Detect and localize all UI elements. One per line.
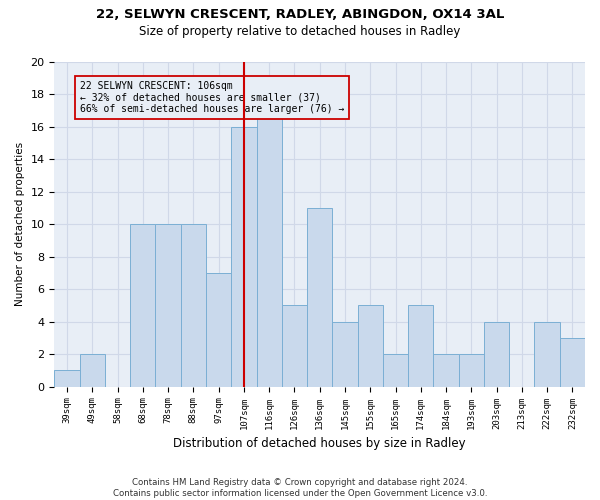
Text: Size of property relative to detached houses in Radley: Size of property relative to detached ho… bbox=[139, 25, 461, 38]
Bar bbox=[55, 370, 80, 386]
Text: 22, SELWYN CRESCENT, RADLEY, ABINGDON, OX14 3AL: 22, SELWYN CRESCENT, RADLEY, ABINGDON, O… bbox=[96, 8, 504, 20]
Bar bbox=[332, 322, 358, 386]
Bar bbox=[484, 322, 509, 386]
Y-axis label: Number of detached properties: Number of detached properties bbox=[15, 142, 25, 306]
Bar bbox=[206, 273, 231, 386]
X-axis label: Distribution of detached houses by size in Radley: Distribution of detached houses by size … bbox=[173, 437, 466, 450]
Bar bbox=[307, 208, 332, 386]
Bar bbox=[80, 354, 105, 386]
Bar bbox=[282, 306, 307, 386]
Bar bbox=[231, 126, 257, 386]
Bar bbox=[383, 354, 408, 386]
Bar bbox=[560, 338, 585, 386]
Text: Contains HM Land Registry data © Crown copyright and database right 2024.
Contai: Contains HM Land Registry data © Crown c… bbox=[113, 478, 487, 498]
Bar bbox=[181, 224, 206, 386]
Bar bbox=[358, 306, 383, 386]
Text: 22 SELWYN CRESCENT: 106sqm
← 32% of detached houses are smaller (37)
66% of semi: 22 SELWYN CRESCENT: 106sqm ← 32% of deta… bbox=[80, 81, 344, 114]
Bar bbox=[433, 354, 458, 386]
Bar bbox=[130, 224, 155, 386]
Bar bbox=[408, 306, 433, 386]
Bar bbox=[257, 110, 282, 386]
Bar bbox=[155, 224, 181, 386]
Bar bbox=[458, 354, 484, 386]
Bar bbox=[535, 322, 560, 386]
